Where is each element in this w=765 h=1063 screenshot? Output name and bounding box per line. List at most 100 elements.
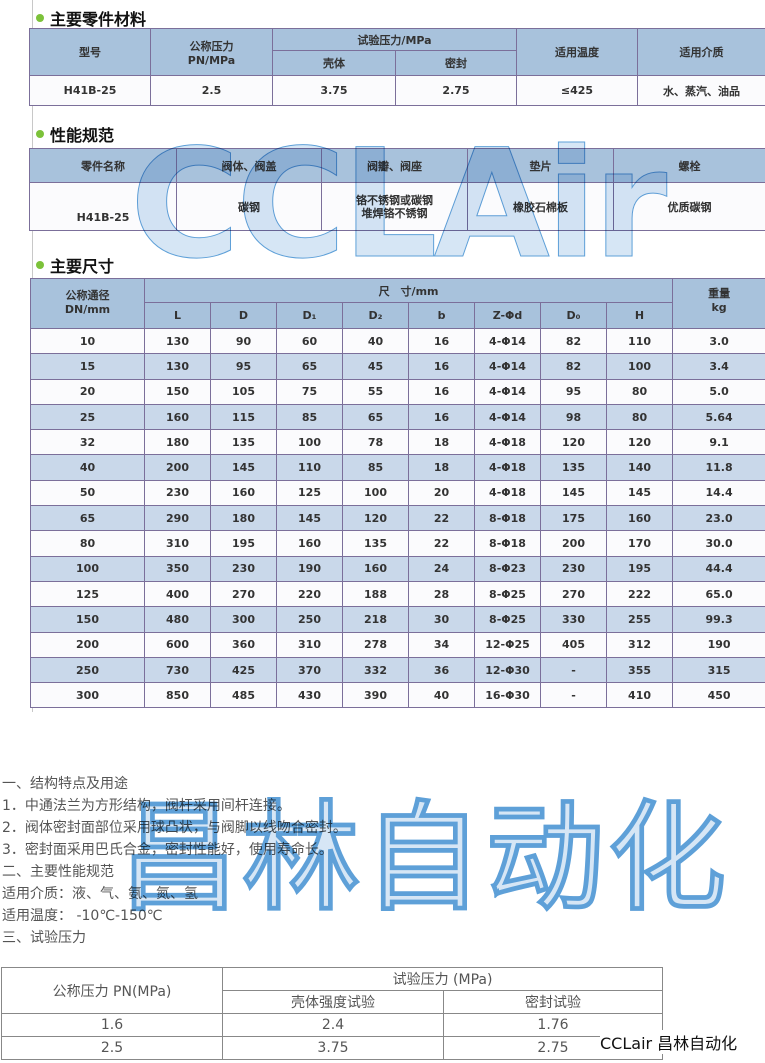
table-row: 50 230 160 125 100 20 4-Φ18 145 145 14.4 bbox=[30, 479, 765, 507]
description-line: 二、主要性能规范 bbox=[2, 864, 114, 880]
materials-table: 型号 公称压力 PN/MPa 试验压力/MPa 适用温度 适用介质 壳体 密封 H41B-… bbox=[29, 28, 765, 106]
header-2: D₁ bbox=[276, 302, 343, 329]
cell: 135 bbox=[342, 530, 409, 557]
cell: 160 bbox=[144, 403, 211, 431]
cell: 110 bbox=[605, 327, 674, 355]
cell: 65.0 bbox=[672, 580, 765, 608]
cell: 140 bbox=[605, 454, 674, 481]
cell: 9.1 bbox=[672, 429, 765, 456]
cell: 24 bbox=[408, 555, 475, 582]
cell: 16 bbox=[408, 403, 475, 431]
table-row: 25 160 115 85 65 16 4-Φ14 98 80 5.64 bbox=[30, 403, 765, 431]
table-row: 32 180 135 100 78 18 4-Φ18 120 120 9.1 bbox=[30, 429, 765, 456]
table-row: 250 730 425 370 332 36 12-Φ30-355 315 bbox=[30, 656, 765, 684]
cell: 145 bbox=[540, 479, 607, 507]
section-title-dimensions: 主要尺寸 bbox=[36, 253, 114, 277]
section-title-materials: 主要零件材料 bbox=[36, 6, 146, 30]
cell: 278 bbox=[342, 631, 409, 658]
header-pn: 公称压力 PN/MPa bbox=[150, 28, 273, 76]
bullet-icon bbox=[36, 130, 44, 138]
cell: 78 bbox=[342, 429, 409, 456]
cell: 23.0 bbox=[672, 505, 765, 532]
cell: 195 bbox=[210, 530, 277, 557]
cell: 98 bbox=[540, 403, 607, 431]
cell: 30.0 bbox=[672, 530, 765, 557]
cell: 80 bbox=[30, 530, 145, 557]
brand-label: CCLair 昌林自动化 bbox=[600, 1030, 738, 1054]
cell: 3.0 bbox=[672, 327, 765, 355]
table-row: 300 850 485 430 390 40 16-Φ30-410 450 bbox=[30, 682, 765, 709]
cell: 160 bbox=[276, 530, 343, 557]
description-text: 一、结构特点及用途 1．中通法兰为方形结构，阀杆采用间杆连接。 2．阀体密封面部位采… bbox=[2, 773, 347, 949]
cell: 4-Φ14 bbox=[474, 378, 541, 405]
cell: 80 bbox=[605, 378, 674, 405]
cell: 430 bbox=[276, 682, 343, 709]
cell: 65 bbox=[30, 505, 145, 532]
cell: 150 bbox=[144, 378, 211, 405]
header-cell: 零件名称 bbox=[29, 148, 177, 183]
table-row: 80 310 195 160 135 22 8-Φ18 200 170 30.0 bbox=[30, 530, 765, 557]
cell: 铬不锈钢或碳钢 堆焊铬不锈钢 bbox=[321, 182, 468, 231]
bullet-icon bbox=[36, 261, 44, 269]
cell: 450 bbox=[672, 682, 765, 709]
description-line: 2．阀体密封面部位采用球凸状，与阀脚以线吻合密封。 bbox=[2, 820, 347, 836]
cell: 3.75 bbox=[272, 75, 396, 106]
cell: 145 bbox=[276, 505, 343, 532]
cell: 160 bbox=[342, 555, 409, 582]
cell: 34 bbox=[408, 631, 475, 658]
table-row: 65 290 180 145 120 22 8-Φ18 175 160 23.0 bbox=[30, 505, 765, 532]
cell: 370 bbox=[276, 656, 343, 684]
cell: 90 bbox=[210, 327, 277, 355]
cell: 碳钢 bbox=[176, 182, 322, 231]
cell: 4-Φ18 bbox=[474, 454, 541, 481]
cell: 120 bbox=[342, 505, 409, 532]
cell: 32 bbox=[30, 429, 145, 456]
description-line: 适用介质：液、气、氨、氮、氢 bbox=[2, 886, 198, 902]
cell: 82 bbox=[540, 353, 607, 380]
header-pn: 公称压力 PN(MPa) bbox=[1, 967, 223, 1014]
cell: 2.4 bbox=[222, 1013, 444, 1037]
table-row: 1.6 2.4 1.76 bbox=[1, 1013, 664, 1037]
cell: 180 bbox=[210, 505, 277, 532]
cell: 300 bbox=[30, 682, 145, 709]
cell: 1.6 bbox=[1, 1013, 223, 1037]
cell: 145 bbox=[605, 479, 674, 507]
cell: 850 bbox=[144, 682, 211, 709]
section-title-text: 性能规范 bbox=[50, 126, 115, 145]
cell: 15 bbox=[30, 353, 145, 380]
cell: 310 bbox=[276, 631, 343, 658]
test-pressure-table: 公称压力 PN(MPa) 试验压力 (MPa) 壳体强度试验 密封试验 1.6 2.4… bbox=[1, 967, 664, 1060]
cell: 16 bbox=[408, 327, 475, 355]
description-line: 一、结构特点及用途 bbox=[2, 776, 128, 792]
header-test-pressure: 试验压力 (MPa) bbox=[221, 967, 664, 991]
cell: 95 bbox=[540, 378, 607, 405]
cell: 5.0 bbox=[672, 378, 765, 405]
cell: 8-Φ18 bbox=[474, 505, 541, 532]
cell: 100 bbox=[605, 353, 674, 380]
cell: 160 bbox=[210, 479, 277, 507]
cell: 4-Φ14 bbox=[474, 327, 541, 355]
header-6: D₀ bbox=[540, 302, 607, 329]
section-title-performance: 性能规范 bbox=[36, 122, 114, 146]
cell: 85 bbox=[342, 454, 409, 481]
cell: 200 bbox=[30, 631, 145, 658]
cell: 20 bbox=[408, 479, 475, 507]
header-shell: 壳体强度试验 bbox=[222, 990, 444, 1014]
cell: 105 bbox=[210, 378, 277, 405]
performance-table: 零件名称 阀体、阀盖 阀瓣、阀座 垫片 螺栓 H41B-25 碳钢 铬不锈钢或碳钢 堆焊铬不… bbox=[29, 148, 765, 231]
cell: 水、蒸汽、油品 bbox=[637, 75, 765, 106]
cell: 22 bbox=[408, 530, 475, 557]
header-cell: 阀体、阀盖 bbox=[176, 148, 322, 183]
cell: 8-Φ25 bbox=[474, 606, 541, 633]
cell: 85 bbox=[276, 403, 343, 431]
cell: 332 bbox=[342, 656, 409, 684]
header-4: b bbox=[408, 302, 475, 329]
table-row: 15 130 95 65 45 16 4-Φ14 82 100 3.4 bbox=[30, 353, 765, 380]
cell: 100 bbox=[342, 479, 409, 507]
cell: 125 bbox=[276, 479, 343, 507]
description-line: 3．密封面采用巴氏合金，密封性能好，使用寿命长。 bbox=[2, 842, 333, 858]
cell: 218 bbox=[342, 606, 409, 633]
cell: 3.75 bbox=[222, 1036, 444, 1060]
cell: 95 bbox=[210, 353, 277, 380]
cell: 82 bbox=[540, 327, 607, 355]
